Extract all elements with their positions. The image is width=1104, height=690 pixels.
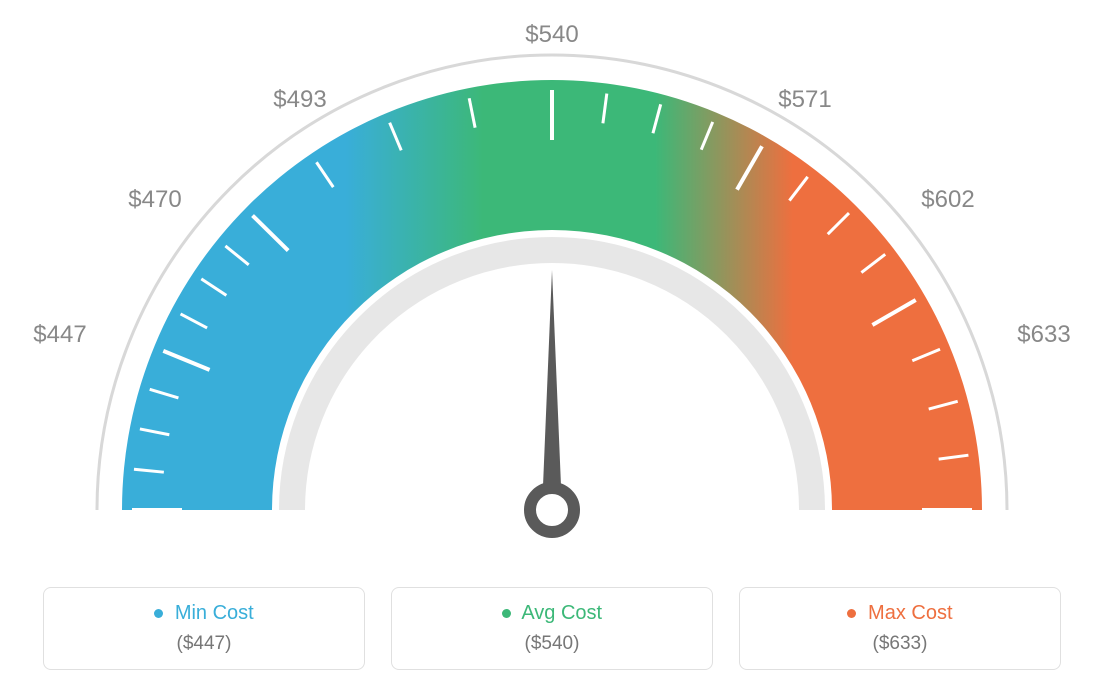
- tick-label: $470: [128, 186, 181, 214]
- legend-label-avg: Avg Cost: [521, 602, 602, 624]
- gauge-svg: [0, 0, 1104, 560]
- legend-label-min: Min Cost: [175, 602, 254, 624]
- legend-title-avg: Avg Cost: [392, 602, 712, 625]
- legend-label-max: Max Cost: [868, 602, 952, 624]
- gauge-area: $447 $470 $493 $540 $571 $602 $633: [0, 0, 1104, 560]
- tick-label: $447: [33, 321, 86, 349]
- legend-title-max: Max Cost: [740, 602, 1060, 625]
- tick-label: $493: [273, 86, 326, 114]
- legend-card-avg: Avg Cost ($540): [391, 587, 713, 670]
- legend-card-min: Min Cost ($447): [43, 587, 365, 670]
- tick-label: $633: [1017, 321, 1070, 349]
- tick-label: $602: [921, 186, 974, 214]
- chart-container: $447 $470 $493 $540 $571 $602 $633 Min Cost ($…: [0, 0, 1104, 690]
- tick-label: $571: [778, 86, 831, 114]
- needle: [542, 270, 562, 510]
- legend-dot-min: [154, 609, 163, 618]
- needle-hub: [530, 488, 574, 532]
- legend-value-avg: ($540): [392, 633, 712, 655]
- legend-dot-avg: [502, 609, 511, 618]
- legend-value-min: ($447): [44, 633, 364, 655]
- legend-title-min: Min Cost: [44, 602, 364, 625]
- legend-card-max: Max Cost ($633): [739, 587, 1061, 670]
- legend-value-max: ($633): [740, 633, 1060, 655]
- legend-row: Min Cost ($447) Avg Cost ($540) Max Cost…: [0, 587, 1104, 670]
- legend-dot-max: [847, 609, 856, 618]
- tick-label: $540: [525, 21, 578, 49]
